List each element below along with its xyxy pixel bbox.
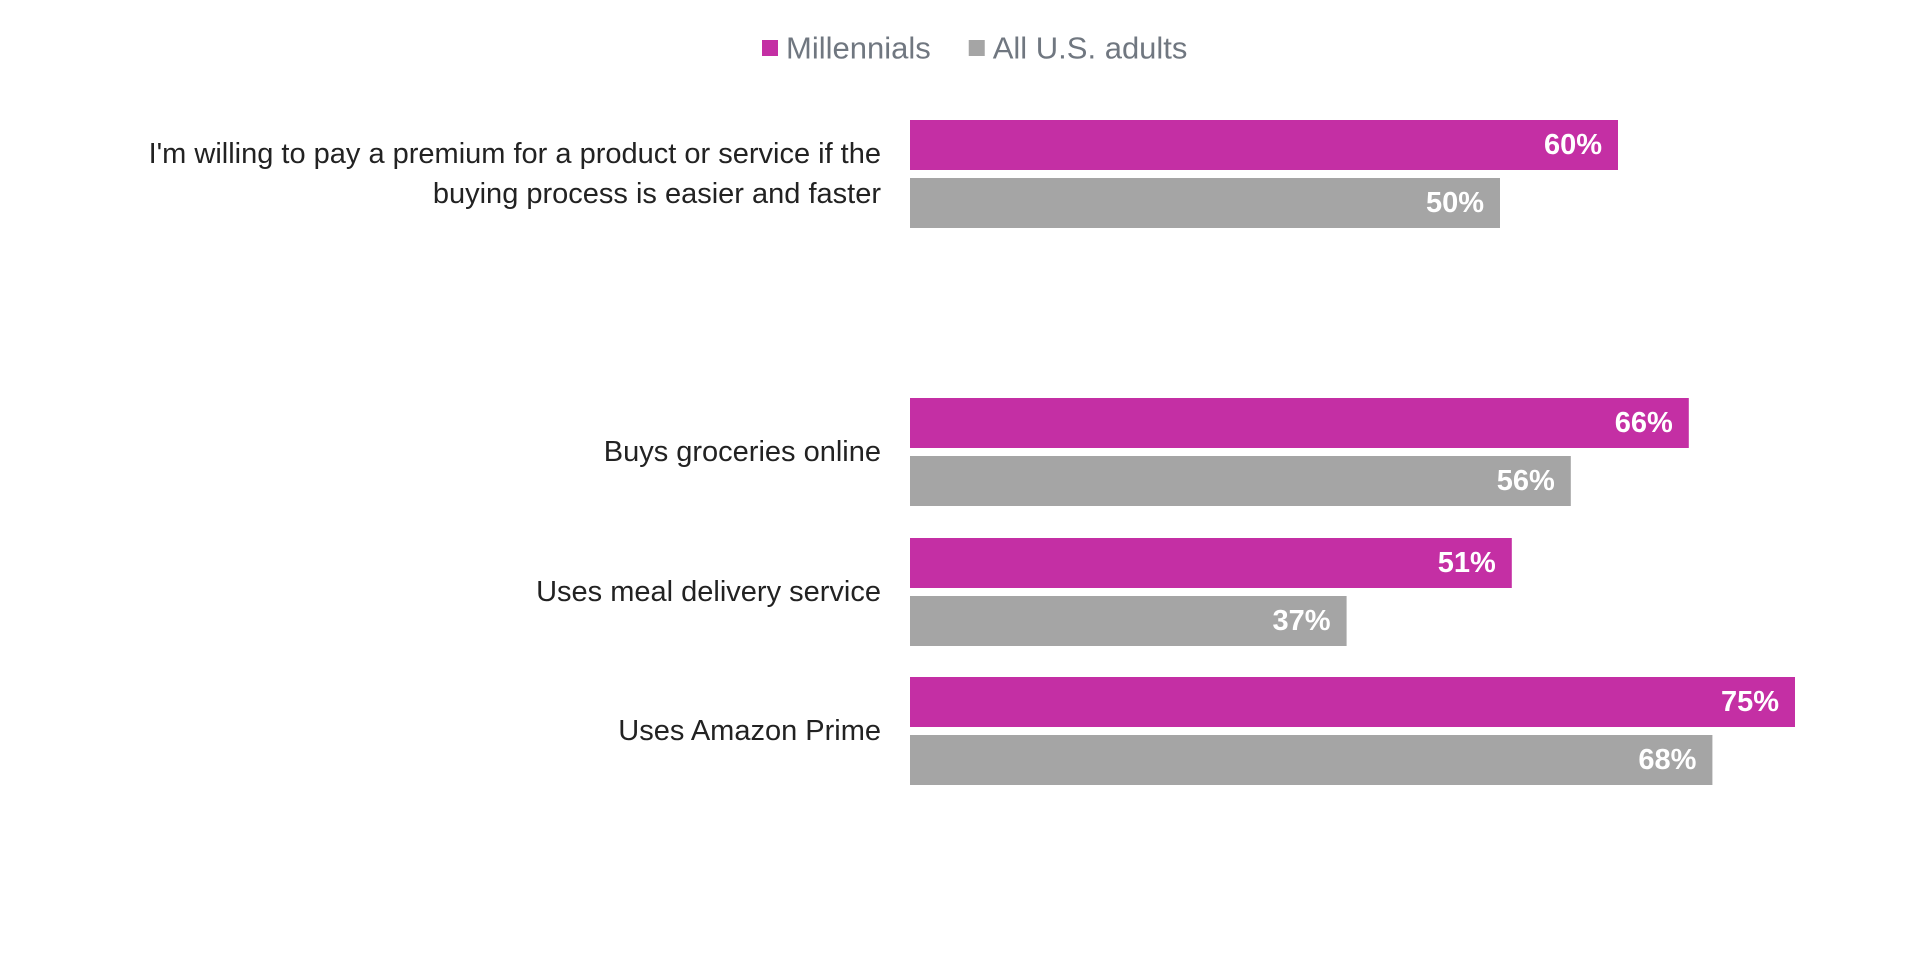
category-label-line: Uses meal delivery service: [536, 576, 881, 608]
category-label-line: Buys groceries online: [604, 436, 881, 468]
category-label: Uses Amazon Prime: [618, 715, 881, 747]
value-label-millennials: 66%: [1615, 407, 1673, 439]
value-label-all-u-s-adults: 56%: [1497, 465, 1555, 497]
category-label: Uses meal delivery service: [536, 576, 881, 608]
value-label-millennials: 51%: [1438, 547, 1496, 579]
bar-millennials: [910, 398, 1689, 448]
legend: Millennials All U.S. adults: [762, 31, 1187, 66]
value-label-all-u-s-adults: 68%: [1638, 744, 1696, 776]
bar-millennials: [910, 538, 1512, 588]
category-label-line: I'm willing to pay a premium for a produ…: [149, 138, 881, 170]
value-label-millennials: 60%: [1544, 129, 1602, 161]
category-label-line: buying process is easier and faster: [433, 178, 881, 210]
bar-all-u-s-adults: [910, 735, 1713, 785]
legend-label-millennials: Millennials: [786, 31, 931, 66]
category-label: Buys groceries online: [604, 436, 881, 468]
value-label-all-u-s-adults: 50%: [1426, 187, 1484, 219]
legend-swatch-millennials: [762, 40, 778, 56]
bar-all-u-s-adults: [910, 596, 1347, 646]
value-label-all-u-s-adults: 37%: [1273, 605, 1331, 637]
value-label-millennials: 75%: [1721, 686, 1779, 718]
bar-millennials: [910, 677, 1795, 727]
bar-all-u-s-adults: [910, 178, 1500, 228]
bar-millennials: [910, 120, 1618, 170]
plot-area: I'm willing to pay a premium for a produ…: [149, 120, 1795, 785]
legend-swatch-all-u-s-adults: [968, 40, 985, 56]
legend-label-all-u-s-adults: All U.S. adults: [993, 31, 1188, 66]
category-label-line: Uses Amazon Prime: [618, 715, 881, 747]
category-label: I'm willing to pay a premium for a produ…: [149, 138, 882, 210]
bar-all-u-s-adults: [910, 456, 1571, 506]
